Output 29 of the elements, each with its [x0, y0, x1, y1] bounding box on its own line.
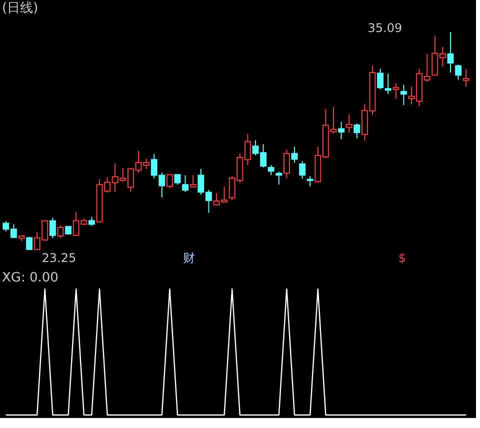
candlestick [268, 164, 274, 176]
chart-title: XG: 0.00 [2, 270, 58, 286]
candlestick [306, 176, 314, 187]
candlestick [283, 149, 290, 178]
candlestick [190, 174, 196, 188]
candlestick [276, 171, 282, 185]
text: 23.25 [42, 251, 76, 265]
candlestick [174, 174, 181, 185]
chart-title: (日线) [2, 1, 38, 16]
candlestick [447, 32, 454, 73]
candlestick [392, 82, 400, 100]
text: 财 [183, 251, 196, 265]
candlestick [384, 73, 392, 95]
candlestick [182, 174, 189, 193]
annotation: 35.09 [368, 20, 402, 35]
candlestick [291, 146, 298, 164]
candlestick [377, 68, 384, 90]
candlestick [26, 236, 33, 250]
candlestick [299, 160, 306, 180]
candlestick [338, 121, 345, 140]
candlestick [455, 64, 462, 80]
candlestick [57, 224, 64, 239]
candlestick [400, 84, 407, 106]
candlestick [346, 114, 352, 134]
text: $ [398, 251, 406, 265]
candlestick [354, 122, 360, 139]
candlestick [49, 217, 56, 239]
candlestick [462, 68, 470, 87]
candlestick [166, 174, 173, 189]
